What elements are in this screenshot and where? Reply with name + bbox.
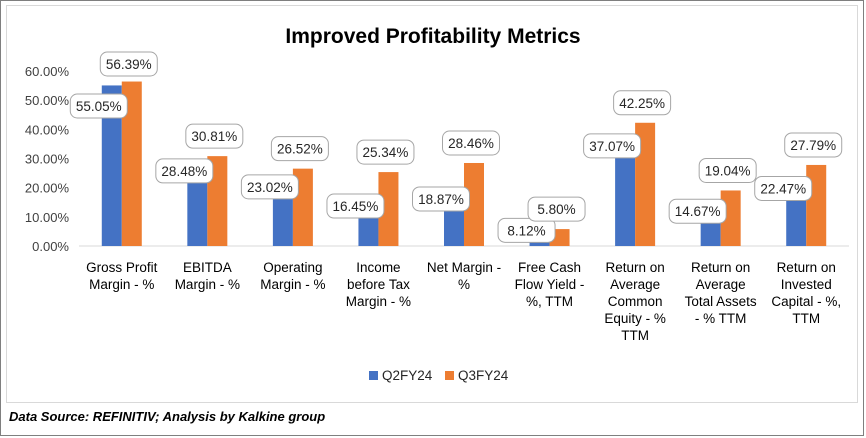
bar-chart: Improved Profitability Metrics 0.00% 10.00… [25,25,849,383]
x-category-label: % [458,277,470,292]
data-label-q2fy24: 23.02% [247,180,293,195]
data-label-q2fy24: 37.07% [589,139,635,154]
data-label-q2fy24-box [240,174,299,200]
x-category-label: before Tax [347,277,410,292]
data-label-q3fy24-box [99,51,158,77]
data-label-q3fy24-box [613,90,672,116]
data-label-q3fy24: 30.81% [191,129,237,144]
data-label-q2fy24: 22.47% [760,181,806,196]
x-category-label: Margin - % [89,277,154,292]
x-category-label: Margin - % [260,277,325,292]
x-category-label: Average [696,277,746,292]
data-label-q2fy24-box [155,158,214,184]
legend-swatch-q2fy24 [369,371,378,380]
data-label-q2fy24: 18.87% [418,192,464,207]
y-tick-label: 60.00% [25,64,70,79]
x-category-label: Total Assets [685,294,757,309]
x-category-label: Average [610,277,660,292]
x-category-label: TTM [621,328,649,343]
data-label-q2fy24-box [412,186,470,212]
data-label-q2fy24-box [668,198,727,224]
x-category-label: Return on [691,260,750,275]
data-label-q2fy24-box [497,217,556,243]
data-label-q2fy24-box [326,193,385,219]
data-label-q3fy24-box [185,123,244,149]
data-label-q3fy24-box [527,196,586,222]
data-label-q3fy24: 28.46% [448,136,494,151]
bar-q3fy24 [806,164,827,246]
data-label-q2fy24-box [583,133,642,159]
x-category-label: Common [608,294,663,309]
data-label-q2fy24: 28.48% [161,164,207,179]
data-label-q3fy24: 5.80% [537,202,575,217]
x-category-label: Operating [263,260,322,275]
x-category-label: Margin - % [346,294,411,309]
data-label-q3fy24: 26.52% [277,142,323,157]
x-category-label: Margin - % [175,277,240,292]
x-category-label: %, TTM [526,294,573,309]
x-category-label: Equity - % [604,311,666,326]
legend-swatch-q3fy24 [445,371,454,380]
bar-q3fy24 [464,162,484,246]
data-label-q3fy24: 27.79% [790,138,836,153]
source-note: Data Source: REFINITIV; Analysis by Kalk… [9,409,326,424]
data-label-q3fy24: 42.25% [619,96,665,111]
data-label-q3fy24: 19.04% [705,163,751,178]
y-tick-label: 10.00% [25,210,70,225]
data-label-q2fy24: 8.12% [507,223,545,238]
data-label-q2fy24: 16.45% [333,199,379,214]
x-category-label: Flow Yield - [515,277,585,292]
x-category-label: Return on [777,260,836,275]
data-label-q3fy24: 56.39% [106,57,152,72]
x-category-label: EBITDA [183,260,232,275]
x-category-label: - % TTM [695,311,747,326]
data-label-q3fy24-box [784,132,843,158]
y-tick-label: 20.00% [25,181,70,196]
bar-q3fy24 [378,172,399,246]
data-label-q3fy24: 25.34% [363,145,409,160]
x-category-label: Invested [781,277,832,292]
x-category-label: Free Cash [518,260,581,275]
legend-label-q3fy24: Q3FY24 [458,368,509,383]
data-label-q2fy24-box [754,175,813,201]
x-category-label: Net Margin - [427,260,501,275]
y-tick-label: 40.00% [25,122,70,137]
y-tick-label: 0.00% [32,239,69,254]
bar-q3fy24 [121,81,142,246]
x-category-label: Income [356,260,400,275]
data-label-q2fy24: 14.67% [675,204,721,219]
x-category-label: Return on [605,260,664,275]
data-label-q2fy24-box [69,93,128,119]
data-label-q3fy24-box [442,130,500,156]
bar-q2fy24 [101,85,122,246]
data-label-q3fy24-box [270,136,329,162]
x-category-label: TTM [792,311,820,326]
x-category-label: Gross Profit [86,260,158,275]
data-label-q3fy24-box [356,139,415,165]
data-label-q2fy24: 55.05% [76,99,122,114]
chart-title: Improved Profitability Metrics [285,25,580,48]
y-tick-label: 50.00% [25,93,70,108]
x-category-label: Capital - %, [771,294,841,309]
bar-q2fy24 [615,137,636,246]
bar-q2fy24 [187,162,208,246]
y-tick-label: 30.00% [25,152,70,167]
chart-area: Improved Profitability Metrics 0.00% 10.00… [6,5,858,403]
data-label-q3fy24-box [698,157,757,183]
legend-label-q2fy24: Q2FY24 [382,368,433,383]
